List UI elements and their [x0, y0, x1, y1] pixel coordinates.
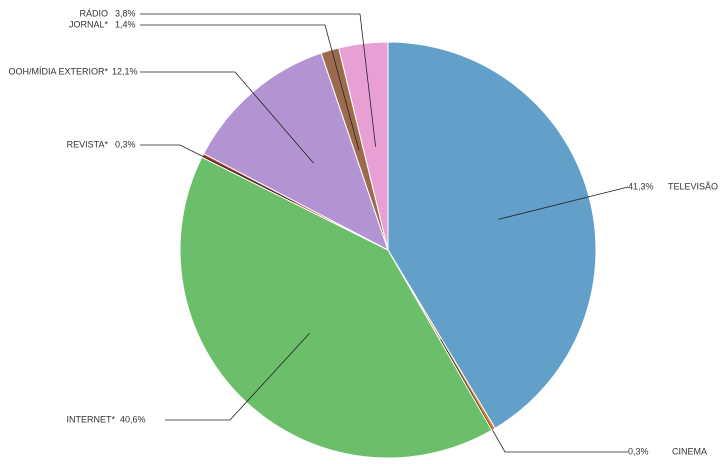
- slice-value-label: 41,3%: [628, 181, 654, 191]
- slice-name: REVISTA*: [67, 139, 109, 149]
- slice-name: TELEVISÃO: [668, 181, 718, 191]
- leader-line: [165, 333, 310, 421]
- leader-line: [440, 339, 628, 453]
- pie-slice: [179, 156, 493, 459]
- leader-line: [140, 144, 296, 204]
- slice-name: JORNAL*: [69, 19, 109, 29]
- slice-value-label: 40,6%: [120, 414, 146, 424]
- slice-value-label: 0,3%: [115, 139, 136, 149]
- slice-name: OOH/MÍDIA EXTERIOR*: [8, 66, 108, 76]
- slice-value-label: 3,8%: [115, 8, 136, 18]
- leader-line: [140, 13, 376, 147]
- slice-name: CINEMA: [672, 446, 707, 456]
- slice-value-label: 0,3%: [628, 446, 649, 456]
- leader-line: [140, 71, 314, 164]
- slice-value-label: 12,1%: [112, 66, 138, 76]
- slice-value-label: 1,4%: [115, 19, 136, 29]
- leader-line: [498, 186, 629, 220]
- slice-name: RÁDIO: [79, 8, 108, 18]
- pie-slice: [387, 41, 597, 429]
- leader-line: [140, 24, 360, 151]
- slice-name: INTERNET*: [66, 414, 115, 424]
